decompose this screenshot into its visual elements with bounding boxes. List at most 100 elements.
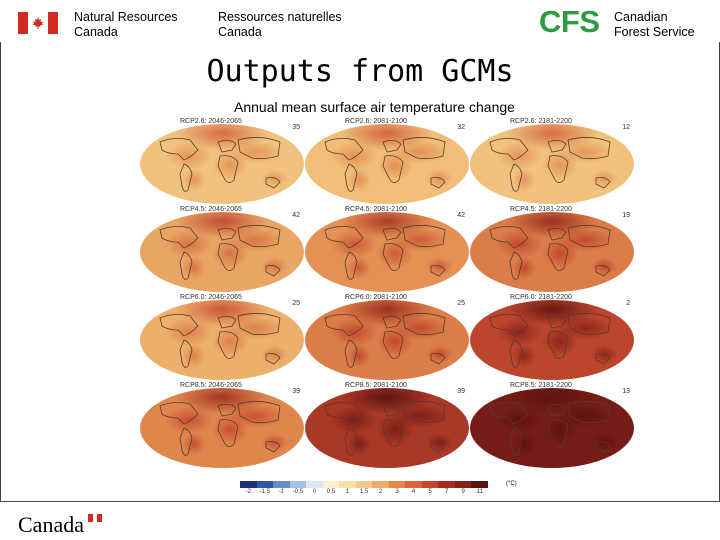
canada-wordmark: Canada bbox=[18, 512, 84, 537]
map-panel-label: RCP8.5: 2046-2065 bbox=[180, 382, 242, 389]
department-name-english: Natural Resources Canada bbox=[74, 10, 178, 39]
colorbar-tick-label: 7 bbox=[444, 489, 449, 495]
map-panel: RCP2.6: 2046-2065 35 bbox=[140, 118, 304, 206]
map-panel-label: RCP8.5: 2181-2200 bbox=[510, 382, 572, 389]
colorbar-segment bbox=[273, 481, 290, 488]
colorbar-segment bbox=[289, 481, 307, 488]
map-panel: RCP4.5: 2046-2065 42 bbox=[140, 206, 304, 294]
map-panel-label: RCP6.0: 2181-2200 bbox=[510, 294, 572, 301]
colorbar-tick-label: -1 bbox=[278, 489, 284, 495]
continent-outlines bbox=[159, 137, 281, 192]
continent-outlines bbox=[489, 225, 611, 280]
colorbar-tick-label: 4 bbox=[411, 489, 416, 495]
colorbar-segment bbox=[372, 481, 389, 488]
colorbar-tick-label: 3 bbox=[395, 489, 399, 495]
temperature-colorbar bbox=[240, 481, 488, 488]
slide-title: Outputs from GCMs bbox=[206, 54, 514, 89]
map-panel-model-count: 42 bbox=[457, 212, 465, 219]
map-panel-label: RCP4.5: 2081-2100 bbox=[345, 206, 407, 213]
colorbar-tick-label: 1 bbox=[345, 489, 350, 495]
colorbar-segment bbox=[306, 481, 323, 488]
colorbar-tick-label: -1.5 bbox=[259, 489, 270, 495]
colorbar-segment bbox=[256, 481, 274, 488]
canada-flag-icon bbox=[18, 12, 58, 34]
colorbar-tick-label: 11 bbox=[476, 489, 483, 495]
colorbar-segment bbox=[388, 481, 406, 488]
colorbar-tick-label: 9 bbox=[461, 489, 465, 495]
map-panel: RCP6.0: 2181-2200 2 bbox=[470, 294, 634, 382]
colorbar-segment bbox=[405, 481, 422, 488]
map-panel-model-count: 25 bbox=[457, 300, 465, 307]
map-panel-model-count: 39 bbox=[292, 388, 300, 395]
map-panel-model-count: 35 bbox=[292, 124, 300, 131]
map-panel-label: RCP6.0: 2046-2065 bbox=[180, 294, 242, 301]
map-panel: RCP4.5: 2081-2100 42 bbox=[305, 206, 469, 294]
map-panel: RCP8.5: 2081-2100 39 bbox=[305, 382, 469, 470]
map-panel-label: RCP6.0: 2081-2100 bbox=[345, 294, 407, 301]
world-map-globe bbox=[140, 212, 304, 292]
world-map-globe bbox=[470, 300, 634, 380]
figure-title: Annual mean surface air temperature chan… bbox=[234, 99, 515, 115]
colorbar-unit: (°C) bbox=[506, 481, 517, 487]
map-panel: RCP8.5: 2046-2065 39 bbox=[140, 382, 304, 470]
colorbar-tick-label: -0.5 bbox=[292, 489, 304, 495]
map-panel-label: RCP8.5: 2081-2100 bbox=[345, 382, 407, 389]
map-panel-label: RCP2.6: 2046-2065 bbox=[180, 118, 242, 125]
colorbar-segment bbox=[240, 481, 257, 488]
continent-outlines bbox=[159, 313, 281, 368]
colorbar-tick-label: 5 bbox=[428, 489, 432, 495]
map-panel-model-count: 12 bbox=[622, 124, 630, 131]
colorbar-segment bbox=[355, 481, 373, 488]
cfs-name: Canadian Forest Service bbox=[614, 10, 695, 39]
colorbar-tick-label: 0 bbox=[312, 489, 317, 495]
world-map-globe bbox=[305, 124, 469, 204]
colorbar-tick-label: 1.5 bbox=[359, 489, 369, 495]
world-map-globe bbox=[140, 124, 304, 204]
world-map-globe bbox=[305, 300, 469, 380]
continent-outlines bbox=[324, 225, 446, 280]
map-panel: RCP2.6: 2181-2200 12 bbox=[470, 118, 634, 206]
map-panel-model-count: 42 bbox=[292, 212, 300, 219]
map-panel-model-count: 13 bbox=[622, 388, 630, 395]
slide-header: Natural Resources Canada Ressources natu… bbox=[0, 0, 720, 42]
continent-outlines bbox=[159, 225, 281, 280]
map-panel-model-count: 32 bbox=[457, 124, 465, 131]
world-map-globe bbox=[305, 212, 469, 292]
department-name-french: Ressources naturelles Canada bbox=[218, 10, 342, 39]
canada-wordmark-flag-icon bbox=[88, 514, 103, 522]
map-panel-model-count: 2 bbox=[626, 300, 630, 307]
colorbar-segment bbox=[438, 481, 455, 488]
map-panel: RCP6.0: 2081-2100 25 bbox=[305, 294, 469, 382]
world-map-globe bbox=[305, 388, 469, 468]
continent-outlines bbox=[159, 401, 281, 456]
map-panel-label: RCP2.6: 2181-2200 bbox=[510, 118, 572, 125]
world-map-globe bbox=[470, 212, 634, 292]
world-map-globe bbox=[470, 124, 634, 204]
map-panel-label: RCP4.5: 2046-2065 bbox=[180, 206, 242, 213]
colorbar-tick-label: 0.5 bbox=[326, 489, 336, 495]
world-map-globe bbox=[140, 388, 304, 468]
continent-outlines bbox=[489, 401, 611, 456]
map-panel-model-count: 19 bbox=[622, 212, 630, 219]
world-map-globe bbox=[140, 300, 304, 380]
colorbar-segment bbox=[339, 481, 356, 488]
colorbar-segment bbox=[322, 481, 340, 488]
continent-outlines bbox=[324, 137, 446, 192]
map-panel-label: RCP2.6: 2081-2100 bbox=[345, 118, 407, 125]
cfs-logo: CFS bbox=[539, 4, 600, 39]
colorbar-segment bbox=[471, 481, 488, 488]
map-panel: RCP4.5: 2181-2200 19 bbox=[470, 206, 634, 294]
map-panel: RCP6.0: 2046-2065 25 bbox=[140, 294, 304, 382]
map-panel-label: RCP4.5: 2181-2200 bbox=[510, 206, 572, 213]
colorbar-segment bbox=[421, 481, 439, 488]
continent-outlines bbox=[324, 313, 446, 368]
map-panel-model-count: 39 bbox=[457, 388, 465, 395]
map-panel-model-count: 25 bbox=[292, 300, 300, 307]
world-map-globe bbox=[470, 388, 634, 468]
map-panel: RCP8.5: 2181-2200 13 bbox=[470, 382, 634, 470]
colorbar-segment bbox=[454, 481, 472, 488]
colorbar-tick-label: -2 bbox=[245, 489, 251, 495]
continent-outlines bbox=[489, 137, 611, 192]
continent-outlines bbox=[324, 401, 446, 456]
continent-outlines bbox=[489, 313, 611, 368]
